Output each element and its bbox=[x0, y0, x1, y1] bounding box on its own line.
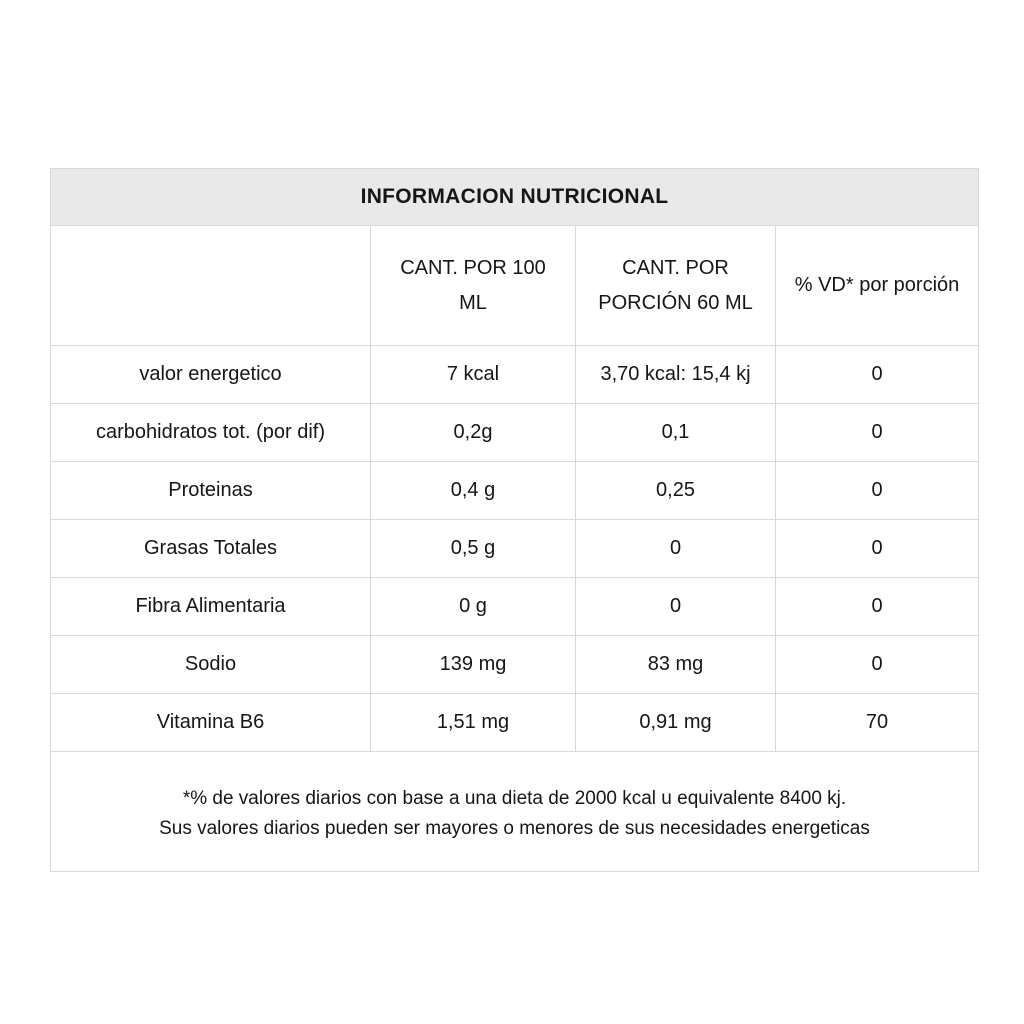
header-empty-cell bbox=[50, 225, 371, 346]
value-percent-vd: 0 bbox=[775, 577, 979, 636]
table-title-row: INFORMACION NUTRICIONAL bbox=[50, 168, 979, 226]
value-per-100ml: 0 g bbox=[370, 577, 576, 636]
footnote: *% de valores diarios con base a una die… bbox=[50, 751, 979, 872]
table-row: valor energetico 7 kcal 3,70 kcal: 15,4 … bbox=[50, 345, 979, 404]
header-percent-vd: % VD* por porción bbox=[775, 225, 979, 346]
value-percent-vd: 0 bbox=[775, 635, 979, 694]
nutrient-label: carbohidratos tot. (por dif) bbox=[50, 403, 371, 462]
footnote-line-2: Sus valores diarios pueden ser mayores o… bbox=[159, 818, 870, 840]
nutrient-label: valor energetico bbox=[50, 345, 371, 404]
value-per-porcion: 0,1 bbox=[575, 403, 776, 462]
nutrition-facts-table: INFORMACION NUTRICIONAL CANT. POR 100 ML… bbox=[50, 168, 979, 872]
table-row: carbohidratos tot. (por dif) 0,2g 0,1 0 bbox=[50, 403, 979, 462]
table-header-row: CANT. POR 100 ML CANT. POR PORCIÓN 60 ML… bbox=[50, 225, 979, 346]
value-per-100ml: 0,2g bbox=[370, 403, 576, 462]
value-per-porcion: 0 bbox=[575, 577, 776, 636]
table-title: INFORMACION NUTRICIONAL bbox=[50, 168, 979, 226]
header-per-porcion: CANT. POR PORCIÓN 60 ML bbox=[575, 225, 776, 346]
table-row: Sodio 139 mg 83 mg 0 bbox=[50, 635, 979, 694]
nutrient-label: Grasas Totales bbox=[50, 519, 371, 578]
value-per-porcion: 0,25 bbox=[575, 461, 776, 520]
table-row: Fibra Alimentaria 0 g 0 0 bbox=[50, 577, 979, 636]
value-percent-vd: 0 bbox=[775, 461, 979, 520]
value-per-porcion: 3,70 kcal: 15,4 kj bbox=[575, 345, 776, 404]
value-percent-vd: 0 bbox=[775, 345, 979, 404]
nutrient-label: Fibra Alimentaria bbox=[50, 577, 371, 636]
nutrient-label: Sodio bbox=[50, 635, 371, 694]
value-percent-vd: 0 bbox=[775, 403, 979, 462]
value-percent-vd: 0 bbox=[775, 519, 979, 578]
nutrient-label: Proteinas bbox=[50, 461, 371, 520]
table-row: Grasas Totales 0,5 g 0 0 bbox=[50, 519, 979, 578]
value-per-100ml: 0,4 g bbox=[370, 461, 576, 520]
value-per-porcion: 83 mg bbox=[575, 635, 776, 694]
table-footnote-row: *% de valores diarios con base a una die… bbox=[50, 751, 979, 872]
nutrient-label: Vitamina B6 bbox=[50, 693, 371, 752]
value-percent-vd: 70 bbox=[775, 693, 979, 752]
value-per-porcion: 0,91 mg bbox=[575, 693, 776, 752]
header-per-100ml: CANT. POR 100 ML bbox=[370, 225, 576, 346]
value-per-100ml: 139 mg bbox=[370, 635, 576, 694]
value-per-100ml: 0,5 g bbox=[370, 519, 576, 578]
footnote-line-1: *% de valores diarios con base a una die… bbox=[182, 788, 847, 809]
value-per-100ml: 7 kcal bbox=[370, 345, 576, 404]
table-row: Vitamina B6 1,51 mg 0,91 mg 70 bbox=[50, 693, 979, 752]
value-per-100ml: 1,51 mg bbox=[370, 693, 576, 752]
value-per-porcion: 0 bbox=[575, 519, 776, 578]
table-row: Proteinas 0,4 g 0,25 0 bbox=[50, 461, 979, 520]
